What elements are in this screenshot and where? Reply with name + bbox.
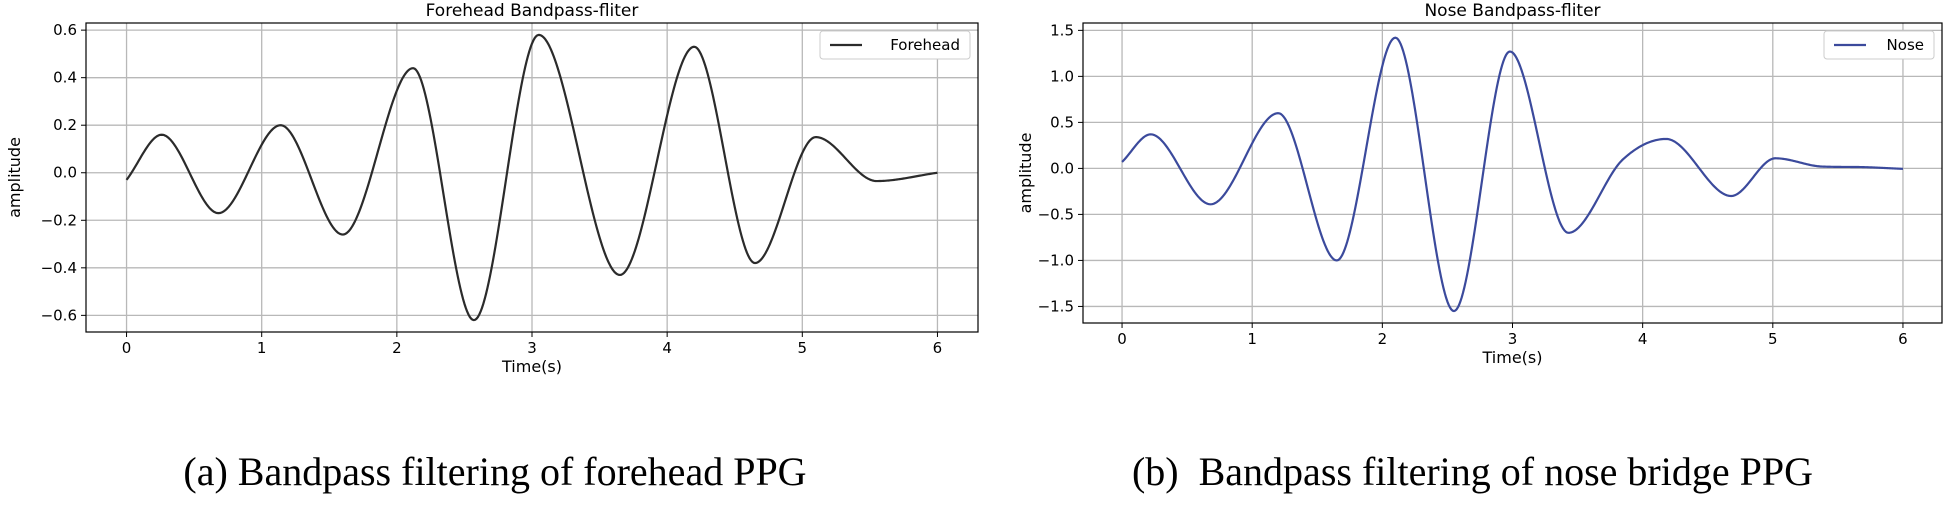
nose-caption: (b) Bandpass filtering of nose bridge PP…	[1131, 449, 1813, 494]
series-line-nose	[1121, 36, 1903, 313]
y-tick-label: 0.6	[53, 21, 77, 39]
x-tick-label: 6	[1898, 330, 1908, 348]
y-tick-label: 1.0	[1050, 67, 1074, 85]
series-line-forehead	[125, 33, 938, 322]
y-tick-label: −0.4	[41, 259, 77, 277]
y-tick-label: 0.2	[53, 116, 77, 134]
y-tick-label: −0.5	[1038, 205, 1074, 223]
x-axis-label: Time(s)	[1482, 348, 1543, 367]
nose-chart-panel: 0 1 2 3 4 5 6 −1.5 −1.0 −0.5 0.0 0.5 1.0 1.5 Nose Band…	[1000, 0, 1945, 524]
legend-box	[1823, 30, 1935, 60]
legend: Forehead	[819, 30, 971, 60]
y-tick-label: −1.0	[1038, 251, 1074, 269]
x-tick-label: 3	[527, 339, 537, 357]
y-tick-label: 0.0	[53, 164, 77, 182]
x-tick-label: 1	[1247, 330, 1257, 348]
legend-label: Nose	[1887, 36, 1924, 54]
chart-title: Forehead Bandpass-fliter	[426, 1, 639, 21]
y-tick-label: 0.0	[1050, 159, 1074, 177]
y-tick-label: −0.2	[41, 211, 77, 229]
x-tick-label: 2	[392, 339, 402, 357]
nose-chart: 0 1 2 3 4 5 6 −1.5 −1.0 −0.5 0.0 0.5 1.0 1.5 Nose Band…	[1016, 1, 1943, 367]
x-axis-label: Time(s)	[501, 357, 562, 376]
forehead-caption: (a) Bandpass filtering of forehead PPG	[183, 449, 807, 494]
y-axis-label: amplitude	[5, 137, 24, 218]
y-tick-label: −0.6	[41, 306, 77, 324]
x-tick-label: 4	[1638, 330, 1648, 348]
y-axis-label: amplitude	[1016, 133, 1035, 214]
legend: Nose	[1823, 30, 1935, 60]
x-tick-label: 0	[1117, 330, 1127, 348]
x-tick-label: 5	[1768, 330, 1778, 348]
x-tick-label: 2	[1378, 330, 1388, 348]
y-tick-label: 0.4	[53, 69, 77, 87]
legend-box	[819, 30, 971, 60]
y-tick-label: 1.5	[1050, 21, 1074, 39]
x-tick-label: 6	[933, 339, 943, 357]
x-tick-label: 5	[798, 339, 808, 357]
x-tick-label: 4	[662, 339, 672, 357]
forehead-chart: 0 1 2 3 4 5 6 −0.6 −0.4 −0.2 0.0 0.2 0.4 0.6 Forehead …	[5, 1, 979, 376]
x-tick-label: 3	[1508, 330, 1518, 348]
forehead-chart-panel: 0 1 2 3 4 5 6 −0.6 −0.4 −0.2 0.0 0.2 0.4 0.6 Forehead …	[5, 1, 979, 494]
legend-label: Forehead	[890, 36, 960, 54]
x-tick-label: 1	[257, 339, 267, 357]
chart-title: Nose Bandpass-fliter	[1424, 1, 1600, 21]
y-tick-label: 0.5	[1050, 113, 1074, 131]
y-tick-label: −1.5	[1038, 297, 1074, 315]
x-tick-label: 0	[122, 339, 132, 357]
